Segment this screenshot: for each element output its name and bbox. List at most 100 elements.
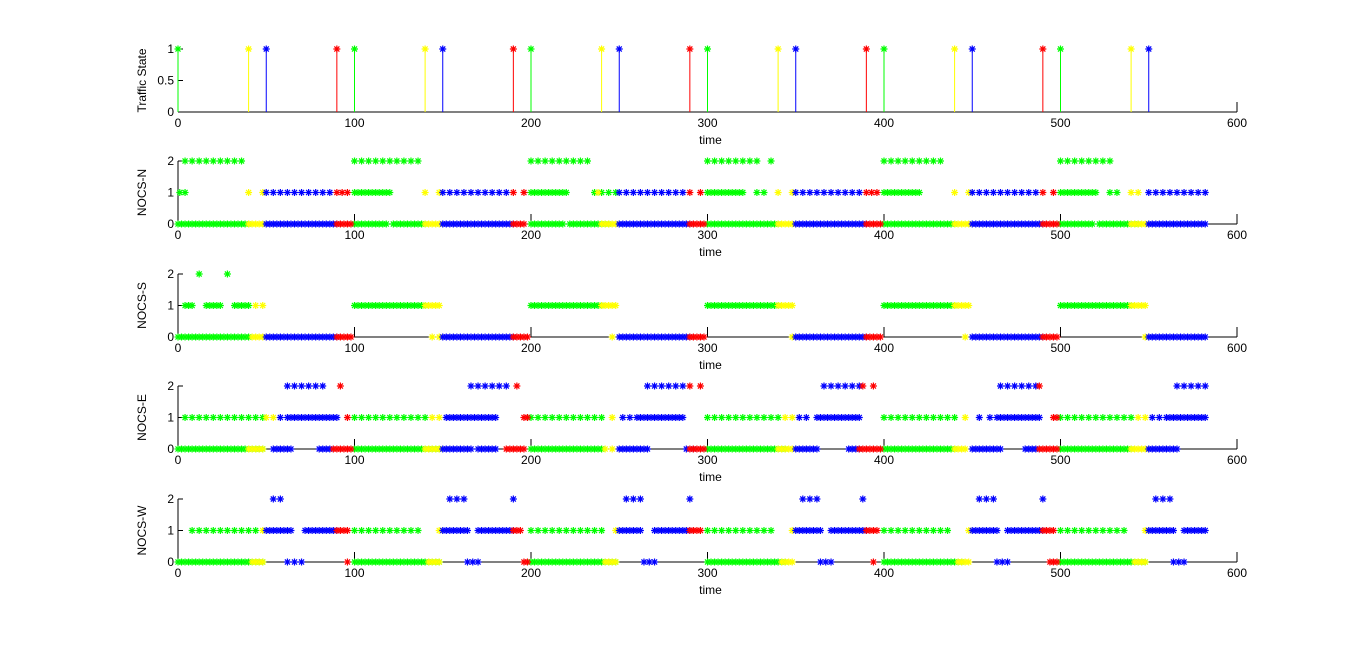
data-point — [1152, 527, 1160, 534]
data-point — [831, 333, 839, 341]
data-point — [1039, 45, 1047, 53]
data-point — [375, 558, 383, 566]
data-point — [689, 220, 697, 228]
data-point — [1194, 220, 1202, 228]
data-point — [520, 445, 528, 453]
data-point — [704, 157, 711, 165]
data-point — [1039, 333, 1047, 341]
data-point — [442, 414, 450, 421]
data-point — [788, 445, 796, 453]
data-point — [1064, 527, 1072, 534]
data-point — [382, 302, 390, 309]
data-point — [583, 445, 591, 453]
data-point — [880, 45, 888, 53]
data-point — [654, 220, 662, 228]
data-point — [545, 220, 553, 228]
data-point — [435, 558, 443, 566]
data-point — [255, 220, 263, 228]
x-tick-label: 200 — [521, 453, 541, 467]
data-point — [626, 445, 634, 453]
data-point — [1159, 189, 1167, 196]
data-point — [781, 414, 789, 421]
data-point — [372, 414, 380, 421]
data-point — [460, 333, 468, 341]
data-point — [1166, 220, 1174, 228]
data-point — [929, 302, 937, 309]
data-point — [792, 189, 800, 196]
data-point — [848, 445, 856, 453]
data-point — [216, 333, 224, 341]
data-point — [262, 45, 270, 53]
data-point — [968, 333, 976, 341]
data-point — [841, 220, 849, 228]
data-point — [1028, 414, 1036, 421]
data-point — [290, 558, 298, 566]
data-point — [721, 558, 729, 566]
data-point — [739, 558, 747, 566]
data-point — [880, 220, 888, 228]
data-point — [234, 220, 242, 228]
data-point — [559, 302, 567, 309]
data-point — [393, 302, 401, 309]
data-point — [439, 445, 447, 453]
data-point — [343, 558, 351, 566]
data-point — [728, 445, 736, 453]
data-point — [1201, 527, 1209, 534]
data-point — [1099, 558, 1107, 566]
data-point — [414, 302, 422, 309]
data-point — [1025, 333, 1033, 341]
data-point — [393, 414, 401, 421]
data-point — [555, 445, 563, 453]
data-point — [725, 189, 733, 196]
data-point — [891, 558, 899, 566]
data-point — [852, 527, 860, 534]
data-point — [972, 220, 980, 228]
data-point — [908, 414, 916, 421]
x-tick-label: 500 — [1050, 341, 1070, 355]
data-point — [354, 302, 362, 309]
data-point — [308, 414, 316, 421]
data-point — [756, 558, 764, 566]
data-point — [855, 414, 863, 421]
data-point — [566, 220, 574, 228]
data-point — [527, 157, 535, 165]
data-point — [1035, 414, 1043, 421]
data-point — [640, 558, 648, 566]
data-point — [460, 495, 468, 503]
data-point — [598, 45, 606, 53]
data-point — [898, 558, 906, 566]
data-point — [541, 220, 549, 228]
data-point — [301, 414, 309, 421]
data-point — [1032, 414, 1040, 421]
data-point — [1148, 527, 1156, 534]
data-point — [202, 220, 210, 228]
data-point — [213, 558, 221, 566]
data-point — [1187, 527, 1195, 534]
y-axis-label: NOCS-N — [135, 169, 149, 216]
data-point — [643, 189, 651, 196]
data-point — [361, 189, 369, 196]
data-point — [901, 445, 909, 453]
data-point — [1177, 333, 1185, 341]
data-point — [343, 527, 351, 534]
data-point — [785, 558, 793, 566]
data-point — [351, 558, 358, 566]
data-point — [555, 220, 563, 228]
data-point — [312, 527, 320, 534]
data-point — [908, 220, 916, 228]
data-point — [520, 333, 528, 341]
data-point — [326, 445, 334, 453]
data-point — [280, 527, 288, 534]
data-point — [375, 220, 383, 228]
data-point — [795, 333, 803, 341]
data-point — [707, 302, 715, 309]
data-point — [756, 220, 764, 228]
data-point — [947, 558, 955, 566]
data-point — [467, 220, 475, 228]
data-point — [700, 220, 708, 228]
data-point — [608, 220, 616, 228]
data-point — [696, 189, 704, 196]
data-point — [358, 220, 366, 228]
data-point — [534, 302, 542, 309]
